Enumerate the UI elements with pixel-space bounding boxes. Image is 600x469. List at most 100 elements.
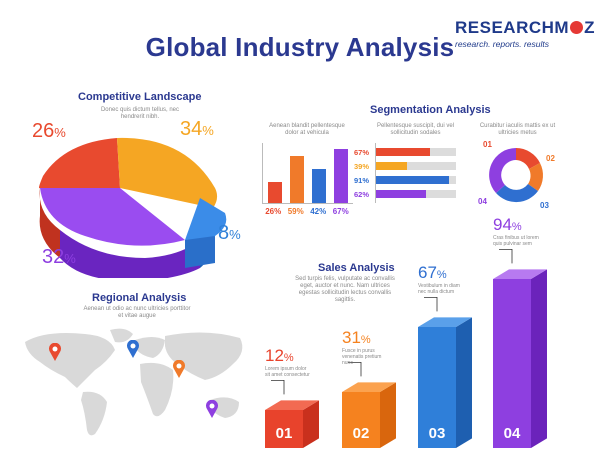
sales-bar-note: Fusce in purus venenatis pretium nunc [342, 348, 382, 367]
seg-hbar-row: 39% [354, 159, 466, 173]
logo-word-m: M [554, 18, 570, 37]
regional-text: Aenean ut odio ac nunc ultricies porttit… [83, 306, 191, 319]
seg-vbar [268, 182, 282, 203]
seg-vbar-chart [262, 143, 353, 204]
segmentation-col3-text: Curabitur iaculis mattis ex ut ultricies… [479, 123, 556, 136]
logo-o-icon [570, 21, 584, 34]
seg-hbar-label: 39% [354, 161, 370, 171]
pie-side-blue-front [185, 236, 215, 268]
sales-bar-top [342, 382, 396, 392]
competitive-text: Donec quis dictum tellus, nec hendrerit … [100, 107, 180, 120]
pie-label-26: 26% [32, 120, 66, 142]
donut-label-04: 04 [478, 197, 487, 206]
logo-word-z: Z [584, 18, 595, 37]
sales-bar-top [418, 317, 472, 327]
seg-vbar-label: 42% [310, 207, 327, 216]
pie-label-32: 32% [42, 246, 76, 268]
sales-bar-connector [499, 248, 513, 264]
pie-label-34: 34% [180, 118, 214, 140]
map-pin-icon[interactable] [126, 340, 140, 358]
donut-seg-04 [489, 148, 516, 193]
seg-hbar-label: 62% [354, 189, 370, 199]
sales-text: Sed turpis felis, vulputate ac convallis… [295, 276, 395, 303]
logo-wordmark: RESEARCHM Z [455, 18, 595, 38]
sales-bar [342, 392, 380, 448]
sales-heading: Sales Analysis [318, 262, 395, 274]
seg-vbar-label: 26% [265, 207, 282, 216]
map-pin-icon[interactable] [172, 360, 186, 378]
segmentation-col2-text: Pellentesque suscipit, dui vel sollicitu… [376, 123, 455, 136]
seg-hbar [376, 148, 430, 156]
page-title: Global Industry Analysis [145, 32, 455, 62]
sales-bar-note: Cras finibus ut lorem quis pulvinar sem [493, 235, 539, 248]
pie-side-purple [60, 230, 200, 278]
map-north-america [25, 333, 115, 388]
pie-slice-purple [40, 188, 185, 246]
seg-hbar-axis [375, 143, 376, 203]
logo-word-research: RESEARCH [455, 18, 555, 37]
pie-slice-orange [117, 137, 218, 208]
seg-hbar-label: 67% [354, 147, 370, 157]
donut-seg-02 [528, 163, 543, 191]
sales-bar-value: 94% [493, 215, 522, 235]
researchmoz-logo: RESEARCHM Z research. reports. results [455, 18, 595, 58]
pie-label-8: 8% [218, 222, 241, 244]
seg-hbar-track [376, 176, 456, 184]
map-pin-icon[interactable] [48, 343, 62, 361]
seg-hbar-label: 91% [354, 175, 370, 185]
sales-bar-connector [424, 296, 438, 312]
regional-heading: Regional Analysis [92, 292, 187, 304]
seg-hbar-row: 91% [354, 173, 466, 187]
donut-label-03: 03 [540, 201, 549, 210]
seg-hbar-track [376, 190, 456, 198]
map-greenland [110, 328, 133, 343]
sales-bar-value: 31% [342, 328, 371, 348]
map-pin-icon[interactable] [205, 400, 219, 418]
sales-bar-top [493, 269, 547, 279]
donut-label-02: 02 [546, 154, 555, 163]
sales-bar-number: 04 [504, 425, 521, 442]
pie-slice-blue [185, 198, 227, 243]
seg-hbar-track [376, 162, 456, 170]
map-australia [210, 397, 239, 418]
competitive-pie [39, 137, 227, 278]
sales-bar [418, 327, 456, 448]
sales-bar-note: Lorem ipsum dolor sit amet consectetur [265, 366, 310, 379]
pie-slice-red [39, 138, 120, 189]
seg-hbar [376, 176, 449, 184]
seg-hbar-row: 62% [354, 187, 466, 201]
pie-side-red [39, 188, 60, 258]
seg-vbar [312, 169, 326, 203]
map-africa [140, 362, 174, 417]
seg-hbar-track [376, 148, 456, 156]
sales-bar [265, 410, 303, 448]
donut-seg-03 [496, 184, 538, 203]
seg-hbar [376, 162, 407, 170]
seg-vbar-label: 59% [287, 207, 304, 216]
seg-hbar [376, 190, 426, 198]
sales-bar-side [456, 317, 472, 448]
sales-bar-number: 02 [353, 425, 370, 442]
sales-bar-top [265, 400, 319, 410]
donut-seg-01 [516, 148, 540, 169]
sales-bar-connector [271, 379, 285, 395]
sales-bar [493, 279, 531, 448]
sales-bar-value: 67% [418, 263, 447, 283]
sales-bar-number: 01 [276, 425, 293, 442]
seg-vbar-labels: 26% 59% 42% 67% [262, 207, 352, 216]
logo-tagline: research. reports. results [455, 39, 550, 49]
sales-bar-side [531, 269, 547, 448]
segmentation-col1-text: Aenean blandit pellentesque dolor at veh… [269, 123, 345, 136]
sales-bar-side [380, 382, 396, 448]
sales-bar-side [303, 400, 319, 448]
sales-bar-value: 12% [265, 346, 294, 366]
donut-label-01: 01 [483, 140, 492, 149]
sales-bar-number: 03 [429, 425, 446, 442]
map-south-america [81, 391, 107, 436]
seg-vbar [334, 149, 348, 203]
seg-hbar-chart: 67% 39% 91% 62% [354, 143, 466, 203]
seg-donut-chart [489, 148, 543, 203]
sales-bar-note: Vestibulum in diam nec nulla dictum [418, 283, 460, 296]
seg-vbar [290, 156, 304, 203]
segmentation-heading: Segmentation Analysis [370, 104, 491, 116]
